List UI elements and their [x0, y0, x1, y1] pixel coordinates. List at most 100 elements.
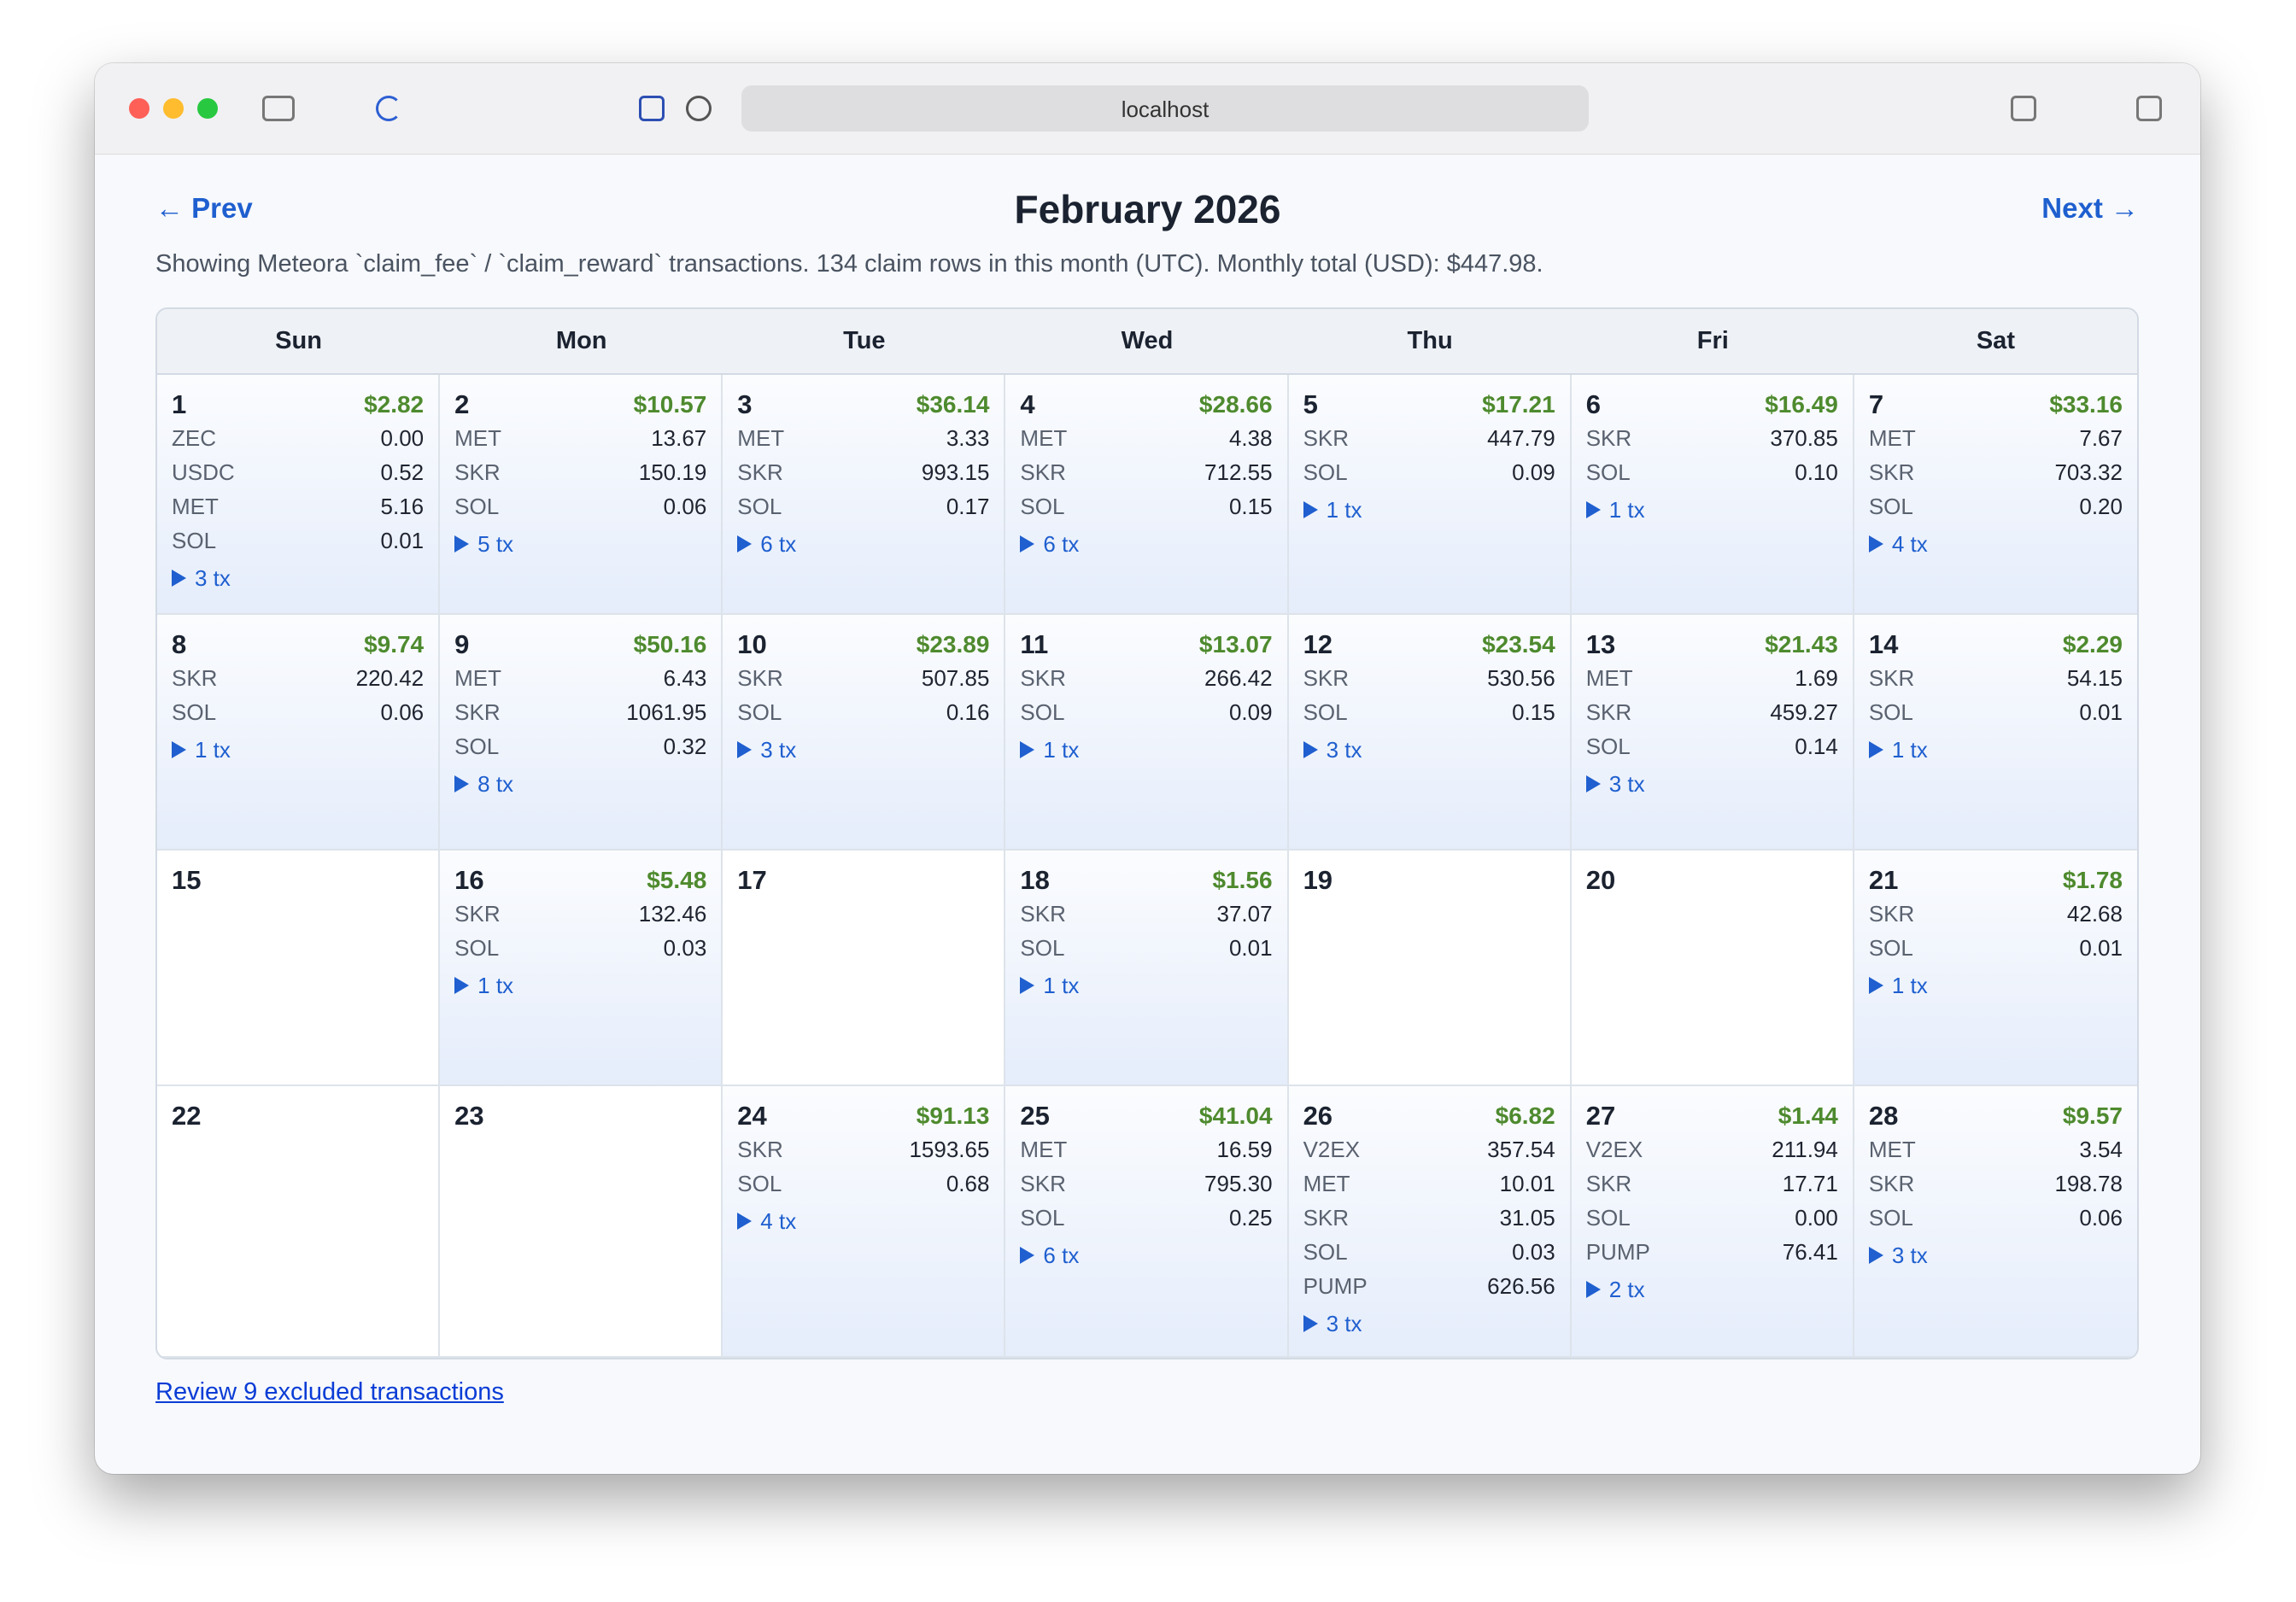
day-cell: 14 $2.29 SKR 54.15 SOL 0.01 1 tx — [1854, 615, 2137, 851]
token-symbol: SOL — [1585, 459, 1631, 485]
tx-toggle[interactable]: 6 tx — [1020, 527, 1272, 561]
tx-toggle[interactable]: 1 tx — [1868, 968, 2123, 1003]
tx-toggle[interactable]: 3 tx — [737, 733, 989, 767]
day-total: $13.07 — [1198, 631, 1273, 658]
token-row: SOL 0.20 — [1869, 489, 2123, 523]
tx-count: 2 tx — [1608, 1277, 1645, 1302]
day-total: $6.82 — [1495, 1102, 1555, 1129]
prev-link[interactable]: ← Prev — [155, 192, 253, 224]
token-amount: 132.46 — [638, 901, 707, 927]
day-total: $5.48 — [647, 867, 707, 893]
tx-toggle[interactable]: 1 tx — [1020, 968, 1272, 1003]
token-amount: 0.01 — [2079, 935, 2123, 961]
tx-toggle[interactable]: 3 tx — [1303, 1307, 1555, 1341]
token-amount: 0.16 — [946, 699, 990, 725]
disclosure-triangle — [1303, 1315, 1318, 1332]
tx-toggle[interactable]: 8 tx — [454, 767, 706, 801]
token-row: SKR 459.27 — [1586, 695, 1838, 729]
token-row: SKR 220.42 — [172, 661, 424, 695]
token-amount: 0.00 — [1795, 1205, 1838, 1231]
day-total: $2.29 — [2062, 631, 2123, 658]
extension-icon[interactable] — [639, 96, 665, 121]
tx-toggle[interactable]: 1 tx — [1020, 733, 1272, 767]
token-symbol: SKR — [1020, 1171, 1066, 1196]
tx-count: 3 tx — [195, 565, 231, 591]
tx-toggle[interactable]: 2 tx — [1585, 1272, 1838, 1307]
tx-toggle[interactable]: 3 tx — [1868, 1238, 2123, 1272]
tx-toggle[interactable]: 1 tx — [1585, 493, 1838, 527]
disclosure-triangle — [737, 535, 753, 553]
share-button[interactable] — [2011, 96, 2036, 121]
tx-toggle[interactable]: 6 tx — [1020, 1238, 1272, 1272]
tx-toggle[interactable]: 4 tx — [1868, 527, 2123, 561]
zoom-button[interactable] — [197, 98, 218, 119]
token-symbol: SKR — [1868, 901, 1915, 927]
token-symbol: SOL — [1868, 494, 1913, 519]
address-bar[interactable]: localhost — [741, 85, 1589, 132]
day-cell: 4 $28.66 MET 4.38 SKR 712.55 SOL 0.15 6 tx — [1005, 375, 1289, 615]
token-row: SKR 703.32 — [1869, 455, 2123, 489]
day-cell: 7 $33.16 MET 7.67 SKR 703.32 SOL 0.20 4 tx — [1854, 375, 2137, 615]
token-amount: 0.09 — [1512, 459, 1555, 485]
day-total: $36.14 — [916, 391, 990, 418]
day-cell: 3 $36.14 MET 3.33 SKR 993.15 SOL 0.17 6 tx — [723, 375, 1006, 615]
tx-count: 3 tx — [1326, 737, 1362, 763]
token-symbol: SOL — [737, 1171, 782, 1196]
day-total: $16.49 — [1765, 391, 1838, 418]
tx-toggle[interactable]: 1 tx — [454, 968, 706, 1003]
day-number: 13 — [1585, 629, 1616, 659]
token-amount: 0.03 — [1512, 1239, 1555, 1265]
disclosure-triangle — [1868, 977, 1883, 994]
token-amount: 712.55 — [1204, 459, 1273, 485]
tx-count: 1 tx — [1043, 737, 1080, 763]
token-symbol: MET — [1303, 1171, 1350, 1196]
tx-toggle[interactable]: 5 tx — [454, 527, 706, 561]
tx-toggle[interactable]: 1 tx — [1868, 733, 2123, 767]
token-symbol: SKR — [737, 1137, 783, 1162]
tx-toggle[interactable]: 3 tx — [172, 561, 424, 595]
day-cell: 6 $16.49 SKR 370.85 SOL 0.10 1 tx — [1571, 375, 1854, 615]
day-number: 7 — [1868, 389, 1884, 419]
next-link[interactable]: Next → — [2041, 192, 2139, 224]
tx-toggle[interactable]: 6 tx — [737, 527, 989, 561]
token-amount: 626.56 — [1487, 1273, 1555, 1299]
token-row: MET 4.38 — [1020, 421, 1272, 455]
close-button[interactable] — [129, 98, 149, 119]
extension-icon[interactable] — [686, 96, 712, 121]
minimize-button[interactable] — [163, 98, 184, 119]
disclosure-triangle — [737, 741, 753, 758]
day-number: 22 — [172, 1101, 202, 1131]
sidebar-button[interactable] — [262, 96, 295, 121]
tx-toggle[interactable]: 3 tx — [1585, 767, 1838, 801]
token-row: SOL 0.09 — [1020, 695, 1272, 729]
day-cell: 9 $50.16 MET 6.43 SKR 1061.95 SOL 0.32 8 tx — [440, 615, 723, 851]
tx-count: 8 tx — [477, 771, 514, 797]
tx-toggle[interactable]: 1 tx — [1303, 493, 1555, 527]
tabs-button[interactable] — [2136, 96, 2162, 121]
day-number: 26 — [1303, 1101, 1333, 1131]
day-cell: 18 $1.56 SKR 37.07 SOL 0.01 1 tx — [1005, 851, 1289, 1086]
day-total: $1.44 — [1778, 1102, 1838, 1129]
tx-toggle[interactable]: 1 tx — [172, 733, 424, 767]
tx-count: 3 tx — [1891, 1242, 1928, 1268]
token-amount: 0.06 — [380, 699, 425, 725]
token-amount: 7.67 — [2079, 425, 2123, 451]
tx-toggle[interactable]: 4 tx — [737, 1204, 989, 1238]
review-link[interactable]: Review 9 excluded transactions — [155, 1378, 504, 1406]
token-amount: 150.19 — [638, 459, 707, 485]
token-symbol: SKR — [737, 665, 783, 691]
token-row: SOL 0.06 — [172, 695, 424, 729]
disclosure-triangle — [737, 1213, 753, 1230]
tx-toggle[interactable]: 3 tx — [1303, 733, 1555, 767]
day-cell: 22 — [157, 1086, 441, 1358]
tx-count: 4 tx — [1891, 531, 1928, 557]
token-symbol: MET — [1868, 425, 1916, 451]
token-row: SOL 0.03 — [1303, 1235, 1555, 1269]
day-total: $2.82 — [364, 391, 425, 418]
day-cell: 2 $10.57 MET 13.67 SKR 150.19 SOL 0.06 5 tx — [440, 375, 723, 615]
day-number: 8 — [172, 629, 187, 659]
day-total: $23.89 — [916, 631, 990, 658]
new-tab-button[interactable] — [2072, 96, 2098, 121]
token-amount: 0.01 — [2079, 699, 2123, 725]
token-amount: 0.15 — [1512, 699, 1555, 725]
